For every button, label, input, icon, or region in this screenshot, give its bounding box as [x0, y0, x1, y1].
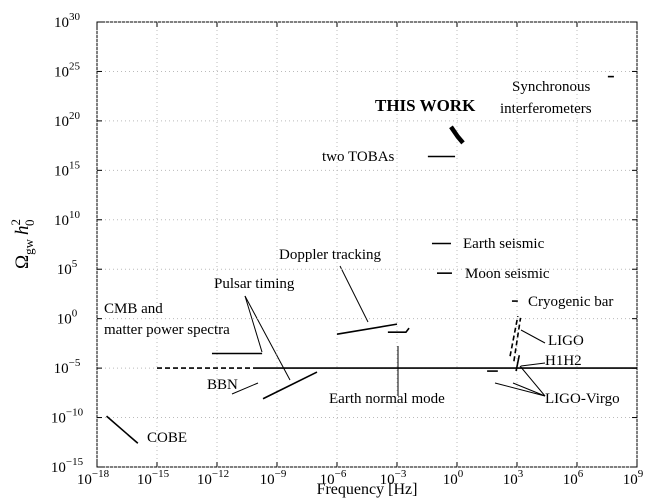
- arrow: [494, 382, 546, 397]
- limit-curve: [387, 327, 410, 333]
- arrow: [244, 295, 291, 381]
- limit-curve: [336, 323, 398, 335]
- tick-label: 10−18: [77, 468, 110, 488]
- arrows: [231, 265, 546, 397]
- tick-label: 10−9: [260, 468, 287, 488]
- arrow: [512, 382, 546, 397]
- tick-label: 109: [623, 468, 644, 488]
- limit-curve: [509, 315, 519, 357]
- y-axis-label: Ωgwh20: [8, 219, 37, 269]
- tick-label: 1020: [54, 110, 81, 130]
- arrow: [244, 295, 263, 353]
- annotation: matter power spectra: [104, 322, 230, 338]
- arrow: [231, 382, 259, 395]
- tick-label: 105: [57, 258, 78, 278]
- tick-label: 1025: [54, 60, 81, 80]
- annotation: BBN: [207, 377, 238, 393]
- tick-label: 10−3: [380, 468, 407, 488]
- annotation: interferometers: [500, 101, 592, 117]
- arrow: [519, 365, 546, 397]
- tick-label: 10−10: [51, 407, 84, 427]
- tick-label: 10−15: [51, 456, 84, 476]
- arrow: [339, 265, 369, 323]
- annotation: LIGO-Virgo: [545, 391, 620, 407]
- annotation: Doppler tracking: [279, 247, 382, 263]
- annotation: COBE: [147, 430, 187, 446]
- tick-label: 10−12: [197, 468, 229, 488]
- tick-label: 106: [563, 468, 584, 488]
- annotation: Cryogenic bar: [528, 294, 613, 310]
- limit-curve: [106, 415, 139, 444]
- annotation: Earth seismic: [463, 236, 545, 252]
- tick-label: 103: [503, 468, 524, 488]
- tick-label: 10−15: [137, 468, 170, 488]
- annotation: H1H2: [545, 353, 582, 369]
- tick-label: 1030: [54, 11, 81, 31]
- arrow: [520, 329, 546, 344]
- plot-frame: [96, 21, 638, 468]
- tick-label: 100: [57, 308, 78, 328]
- annotation: Synchronous: [512, 79, 590, 95]
- annotation: LIGO: [548, 333, 584, 349]
- annotation: Earth normal mode: [329, 391, 445, 407]
- arrow: [520, 362, 546, 367]
- limit-curve: [262, 371, 318, 400]
- tick-label: 1015: [54, 159, 81, 179]
- tick-label: 100: [443, 468, 464, 488]
- limit-curve: [513, 317, 522, 362]
- x-axis-label: Frequency [Hz]: [317, 481, 418, 498]
- limit-curve: [515, 355, 521, 372]
- tick-label: 10−6: [320, 468, 347, 488]
- annotation: THIS WORK: [375, 96, 476, 115]
- annotation: Pulsar timing: [214, 276, 295, 292]
- tick-label: 1010: [54, 209, 81, 229]
- tick-label: 10−5: [54, 357, 81, 377]
- annotation: CMB and: [104, 301, 163, 317]
- limit-curve: [449, 125, 465, 145]
- annotation: two TOBAs: [322, 149, 395, 165]
- annotation: Moon seismic: [465, 266, 550, 282]
